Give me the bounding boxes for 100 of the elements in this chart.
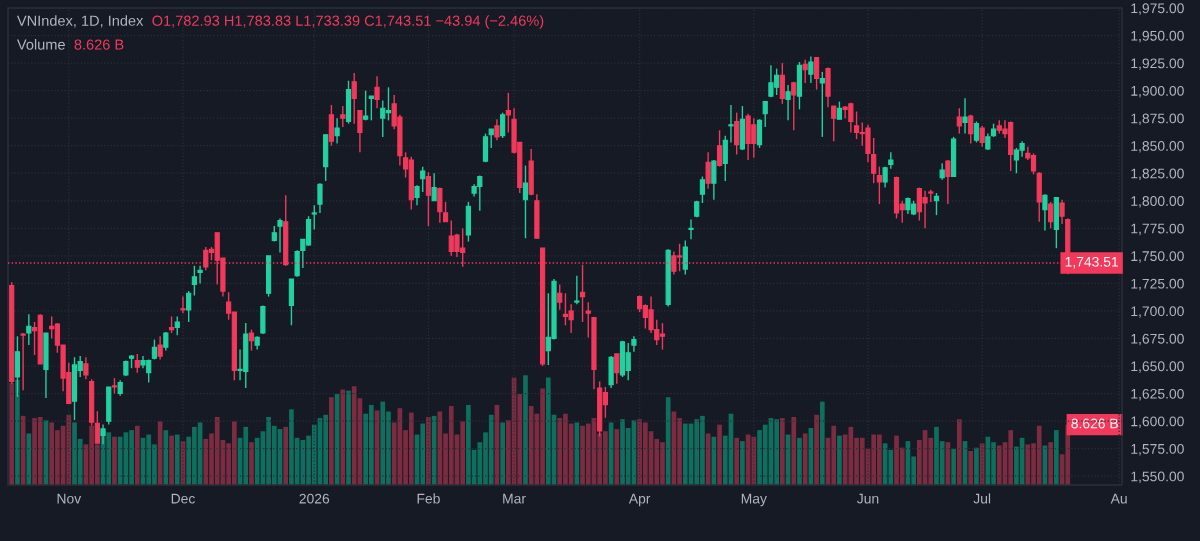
candlestick [363, 89, 369, 122]
candlestick [728, 104, 734, 144]
x-tick-label: Jul [973, 493, 991, 504]
candlestick [699, 175, 706, 204]
bar [249, 442, 254, 485]
bar [814, 414, 819, 485]
x-tick-label: Dec [171, 493, 195, 504]
chart-subtitle: O1,782.93 H1,783.83 L1,733.39 C1,743.51 −43.94 (−2.46%) [152, 15, 544, 29]
bar [819, 401, 825, 485]
candlestick [819, 71, 825, 138]
candlestick [962, 97, 968, 135]
x-tick-label: Feb [417, 493, 440, 504]
annotation: 8.626 B [1071, 418, 1118, 429]
candlestick [614, 353, 620, 385]
y-tick-label: 1,625.00 [1131, 388, 1184, 401]
candlestick [871, 137, 877, 184]
candlestick [945, 159, 951, 205]
candlestick [437, 186, 443, 224]
candlestick [420, 165, 426, 193]
bar [169, 435, 174, 485]
bar [780, 418, 785, 485]
candlestick [357, 109, 363, 154]
candlestick [351, 72, 357, 125]
candlestick [688, 218, 694, 241]
candlestick [414, 184, 420, 206]
y-tick-label: 1,550.00 [1131, 471, 1184, 483]
candlestick [779, 62, 785, 105]
x-tick-label: Jun [857, 493, 879, 504]
candlestick [488, 128, 494, 149]
candlestick [425, 171, 432, 227]
candlestick [973, 120, 980, 144]
candlestick [888, 151, 894, 170]
y-tick-label: 1,925.00 [1131, 58, 1184, 70]
candlestick [20, 332, 26, 391]
candlestick [1042, 193, 1048, 232]
y-tick-label: 1,600.00 [1131, 416, 1184, 428]
candlestick [762, 100, 768, 128]
candlestick [277, 217, 283, 254]
candlestick [180, 295, 186, 314]
candlestick [134, 353, 140, 374]
candlestick [174, 315, 180, 336]
bar [523, 375, 528, 485]
candlestick [494, 118, 500, 141]
candlestick [83, 356, 89, 380]
bar [340, 389, 346, 485]
bar [500, 422, 505, 485]
candlestick [368, 95, 374, 122]
bar [1048, 442, 1053, 485]
candlestick [431, 172, 437, 202]
bar [329, 397, 334, 485]
candlestick [802, 59, 808, 84]
bar [791, 416, 797, 485]
bar [163, 430, 169, 485]
candlestick [500, 111, 506, 139]
bar [614, 429, 620, 485]
chart-title: Volume [16, 39, 65, 50]
candlestick [808, 55, 814, 84]
y-tick-label: 1,725.00 [1131, 278, 1184, 291]
candlestick [968, 114, 974, 145]
bar [717, 424, 722, 485]
candlestick [197, 265, 203, 285]
bar [346, 390, 351, 485]
x-tick-label: Apr [628, 493, 651, 507]
candlestick [813, 56, 820, 91]
bar [1054, 430, 1059, 485]
y-tick-label: 1,775.00 [1131, 223, 1184, 236]
y-tick-label: 1,975.00 [1131, 3, 1184, 15]
bar [802, 433, 808, 485]
chart-title: VNIndex, 1D, Index [16, 15, 144, 28]
bar [174, 434, 180, 485]
candlestick [186, 290, 192, 323]
candlestick [26, 313, 32, 346]
candlestick [585, 301, 591, 339]
bar [951, 448, 956, 485]
candlestick [716, 129, 723, 168]
bar [956, 419, 962, 485]
candlestick [734, 111, 740, 156]
candlestick [831, 105, 837, 142]
x-tick-label: Au [1110, 493, 1127, 504]
bar [734, 437, 740, 485]
bar [968, 450, 974, 485]
candlestick [1059, 198, 1065, 225]
x-tick-label: 2026 [299, 493, 330, 504]
y-tick-label: 1,650.00 [1131, 361, 1184, 373]
candlestick [522, 164, 529, 239]
candlestick [979, 125, 985, 148]
candlestick [442, 201, 449, 223]
y-tick-label: 1,900.00 [1131, 85, 1184, 98]
candlestick [876, 165, 883, 205]
bar [426, 416, 431, 485]
candlestick [956, 107, 962, 135]
bar [797, 437, 802, 485]
candlestick [334, 117, 340, 145]
bar [134, 425, 140, 485]
bar [283, 426, 289, 485]
candlestick [722, 135, 728, 182]
candlestick [340, 105, 346, 128]
candlestick [248, 328, 255, 352]
bar [665, 397, 671, 485]
y-tick-label: 1,750.00 [1131, 251, 1184, 263]
